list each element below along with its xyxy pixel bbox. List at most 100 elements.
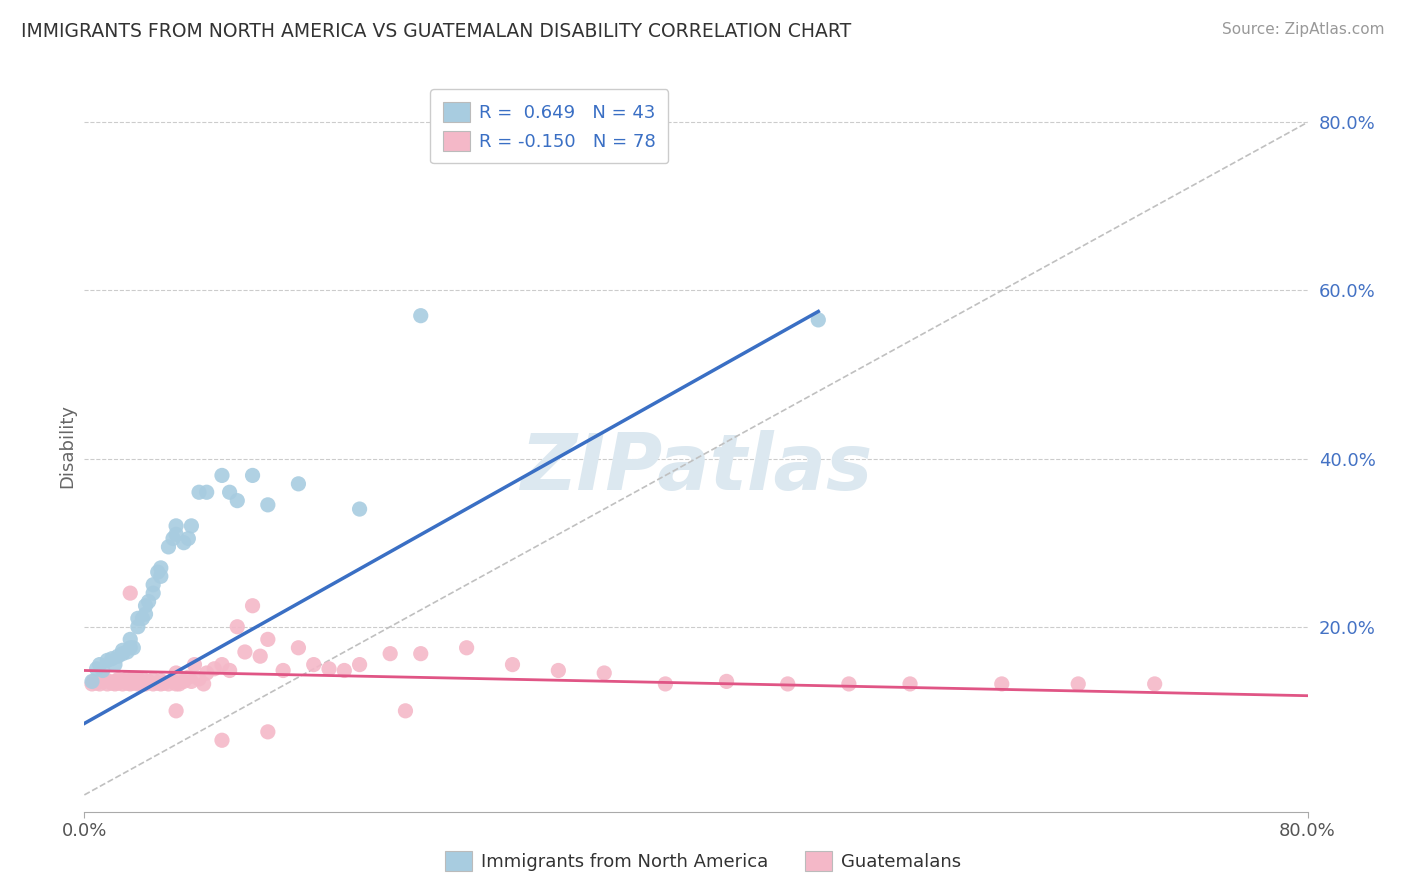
- Point: [173, 674, 195, 689]
- Point: [83, 674, 105, 689]
- Point: [776, 677, 799, 691]
- Point: [142, 677, 165, 691]
- Point: [149, 561, 172, 575]
- Point: [287, 476, 309, 491]
- Point: [654, 677, 676, 691]
- Point: [257, 498, 280, 512]
- Point: [149, 677, 172, 691]
- Point: [101, 651, 124, 665]
- Point: [86, 662, 108, 676]
- Point: [165, 527, 187, 541]
- Point: [547, 664, 569, 678]
- Point: [394, 704, 416, 718]
- Point: [991, 677, 1014, 691]
- Point: [202, 662, 225, 676]
- Point: [96, 677, 118, 691]
- Point: [349, 657, 371, 672]
- Point: [120, 677, 142, 691]
- Point: [111, 673, 134, 688]
- Point: [122, 640, 145, 655]
- Point: [120, 632, 142, 647]
- Point: [188, 672, 211, 686]
- Point: [165, 677, 187, 691]
- Point: [111, 677, 134, 691]
- Point: [104, 657, 127, 672]
- Point: [127, 672, 149, 686]
- Point: [131, 611, 153, 625]
- Point: [120, 640, 142, 655]
- Point: [180, 674, 202, 689]
- Point: [146, 676, 169, 690]
- Point: [80, 677, 103, 691]
- Point: [333, 664, 356, 678]
- Text: IMMIGRANTS FROM NORTH AMERICA VS GUATEMALAN DISABILITY CORRELATION CHART: IMMIGRANTS FROM NORTH AMERICA VS GUATEMA…: [21, 22, 852, 41]
- Point: [107, 649, 129, 664]
- Point: [122, 672, 145, 686]
- Point: [122, 676, 145, 690]
- Legend: Immigrants from North America, Guatemalans: Immigrants from North America, Guatemala…: [437, 844, 969, 879]
- Point: [188, 485, 211, 500]
- Point: [838, 677, 860, 691]
- Point: [211, 468, 233, 483]
- Point: [287, 640, 309, 655]
- Point: [318, 662, 340, 676]
- Point: [107, 676, 129, 690]
- Point: [131, 672, 153, 686]
- Point: [142, 578, 165, 592]
- Point: [91, 664, 114, 678]
- Point: [195, 665, 218, 680]
- Point: [107, 673, 129, 687]
- Point: [149, 569, 172, 583]
- Point: [135, 607, 157, 622]
- Point: [807, 313, 830, 327]
- Point: [131, 677, 153, 691]
- Point: [195, 485, 218, 500]
- Point: [242, 468, 264, 483]
- Point: [716, 674, 738, 689]
- Point: [146, 565, 169, 579]
- Point: [149, 673, 172, 688]
- Point: [165, 519, 187, 533]
- Point: [211, 733, 233, 747]
- Point: [120, 673, 142, 688]
- Point: [1067, 677, 1090, 691]
- Point: [193, 677, 215, 691]
- Point: [177, 670, 200, 684]
- Point: [257, 632, 280, 647]
- Point: [226, 620, 249, 634]
- Point: [115, 645, 138, 659]
- Point: [91, 672, 114, 686]
- Point: [593, 665, 616, 680]
- Point: [138, 594, 160, 608]
- Point: [218, 485, 240, 500]
- Point: [180, 519, 202, 533]
- Point: [120, 586, 142, 600]
- Point: [502, 657, 524, 672]
- Point: [1143, 677, 1166, 691]
- Point: [409, 647, 432, 661]
- Point: [242, 599, 264, 613]
- Point: [177, 532, 200, 546]
- Point: [127, 620, 149, 634]
- Point: [218, 664, 240, 678]
- Point: [91, 674, 114, 689]
- Point: [162, 532, 184, 546]
- Point: [302, 657, 325, 672]
- Point: [157, 677, 180, 691]
- Point: [167, 677, 190, 691]
- Point: [142, 673, 165, 687]
- Point: [898, 677, 921, 691]
- Text: Source: ZipAtlas.com: Source: ZipAtlas.com: [1222, 22, 1385, 37]
- Point: [257, 724, 280, 739]
- Point: [96, 653, 118, 667]
- Y-axis label: Disability: Disability: [58, 404, 76, 488]
- Point: [249, 649, 271, 664]
- Point: [111, 647, 134, 661]
- Point: [349, 502, 371, 516]
- Point: [162, 674, 184, 689]
- Point: [409, 309, 432, 323]
- Point: [138, 674, 160, 689]
- Point: [135, 599, 157, 613]
- Point: [173, 535, 195, 549]
- Point: [104, 677, 127, 691]
